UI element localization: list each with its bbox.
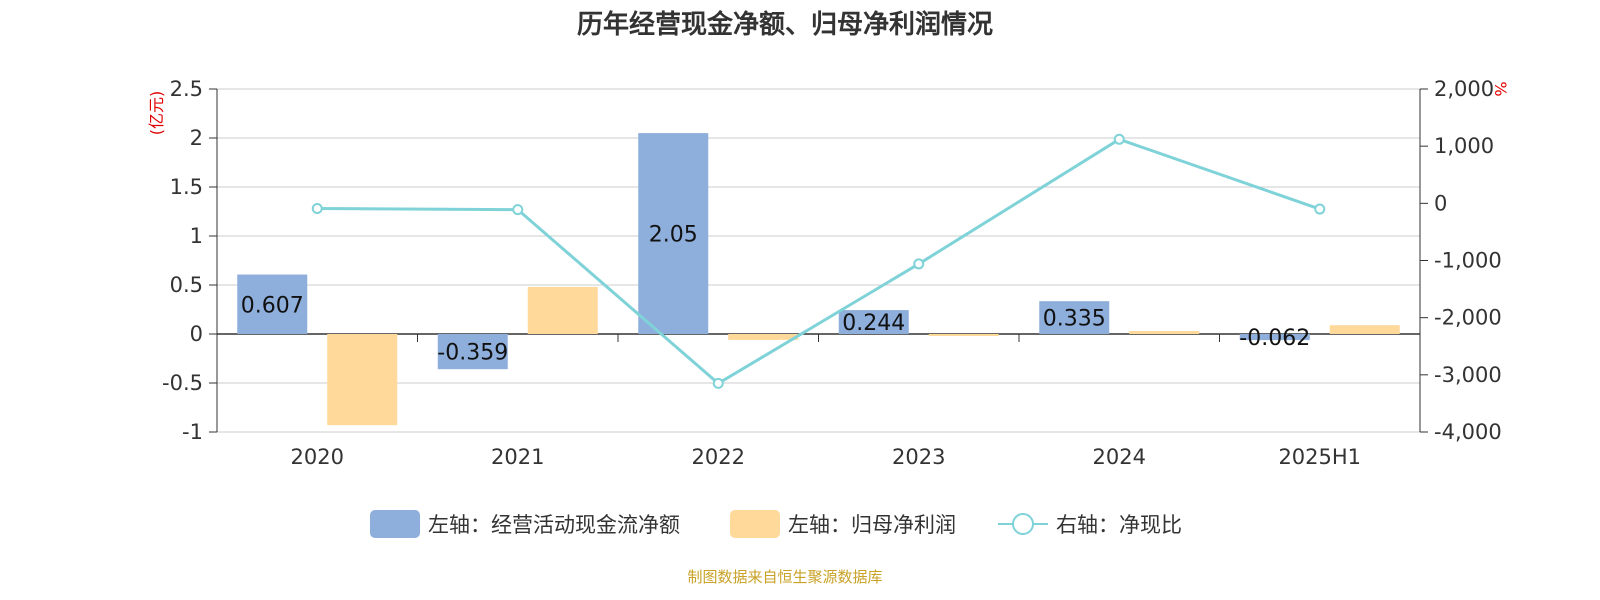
legend-label-net-cash-ratio: 右轴：净现比: [1056, 513, 1182, 537]
legend-label-net-profit: 左轴：归母净利润: [788, 513, 956, 537]
bar-net-profit: [1129, 331, 1200, 334]
line-point-net-cash-ratio: [1314, 203, 1326, 215]
bar-net-profit: [728, 334, 799, 340]
grid-lines: [217, 88, 1420, 433]
right-axis-unit: %: [1491, 81, 1510, 96]
legend-label-operating-cash: 左轴：经营活动现金流净额: [428, 513, 680, 537]
right-axis-tick-label: -4,000: [1434, 420, 1502, 444]
legend-swatch-net-profit: [730, 510, 780, 538]
left-axis-tick-label: 2.5: [170, 77, 203, 101]
left-axis-tick-label: 0.5: [170, 273, 203, 297]
x-axis-tick-label: 2025H1: [1278, 445, 1361, 469]
line-series: [311, 133, 1326, 389]
data-source-note: 制图数据来自恒生聚源数据库: [687, 568, 883, 586]
line-point-net-cash-ratio: [712, 377, 724, 389]
data-label-operating-cash: 0.335: [1043, 307, 1106, 332]
bar-operating-cash: [1239, 334, 1310, 341]
x-axis-tick-label: 2020: [291, 445, 344, 469]
line-net-cash-ratio: [317, 137, 1321, 386]
right-axis-tick-label: -2,000: [1434, 306, 1502, 330]
line-point-net-cash-ratio: [1113, 133, 1125, 145]
right-axis-tick-label: 2,000: [1434, 77, 1494, 101]
line-point-net-cash-ratio: [913, 258, 925, 270]
data-label-operating-cash: -0.359: [437, 341, 508, 366]
right-axis-tick-label: 1,000: [1434, 134, 1494, 158]
left-axis-tick-label: 1: [190, 224, 203, 248]
legend-swatch-operating-cash: [370, 510, 420, 538]
left-axis-tick-label: 1.5: [170, 175, 203, 199]
left-axis-tick-label: 2: [190, 126, 203, 150]
data-label-operating-cash: 2.05: [649, 223, 698, 248]
bar-operating-cash: [838, 310, 909, 334]
bar-net-profit: [1329, 325, 1400, 334]
bar-net-profit: [327, 334, 398, 426]
axes: 2.5 2 1.5 1 0.5 0 -0.5 -1 2,000 1,000 0 -1,000 -2,00…: [147, 77, 1510, 469]
bar-operating-cash: [437, 334, 508, 370]
bar-series: [237, 133, 1400, 426]
line-point-net-cash-ratio: [311, 202, 323, 214]
x-axis-tick-label: 2023: [892, 445, 945, 469]
data-labels: 0.607 -0.359 2.05 0.244 0.335 -0.062: [241, 223, 1310, 366]
data-label-operating-cash: 0.607: [241, 293, 304, 318]
legend: 左轴：经营活动现金流净额 左轴：归母净利润 右轴：净现比: [370, 510, 1182, 538]
left-axis-tick-label: -0.5: [162, 371, 203, 395]
bar-net-profit: [928, 334, 999, 336]
right-axis-tick-label: -1,000: [1434, 249, 1502, 273]
x-axis-tick-label: 2022: [692, 445, 745, 469]
left-axis-tick-label: 0: [190, 322, 203, 346]
right-axis-tick-label: 0: [1434, 191, 1447, 215]
left-axis-tick-label: -1: [182, 420, 203, 444]
data-label-operating-cash: -0.062: [1239, 326, 1310, 351]
legend-marker-net-cash-ratio: [1012, 513, 1034, 535]
data-label-operating-cash: 0.244: [842, 311, 905, 336]
x-axis-tick-label: 2021: [491, 445, 544, 469]
x-axis-tick-label: 2024: [1093, 445, 1146, 469]
bar-operating-cash: [1039, 301, 1110, 334]
bar-operating-cash: [237, 274, 308, 334]
left-axis-unit: (亿元): [147, 91, 166, 136]
bar-operating-cash: [638, 133, 709, 334]
bar-net-profit: [527, 286, 598, 334]
right-axis-tick-label: -3,000: [1434, 363, 1502, 387]
line-point-net-cash-ratio: [512, 204, 524, 216]
chart-title: 历年经营现金净额、归母净利润情况: [576, 10, 993, 40]
